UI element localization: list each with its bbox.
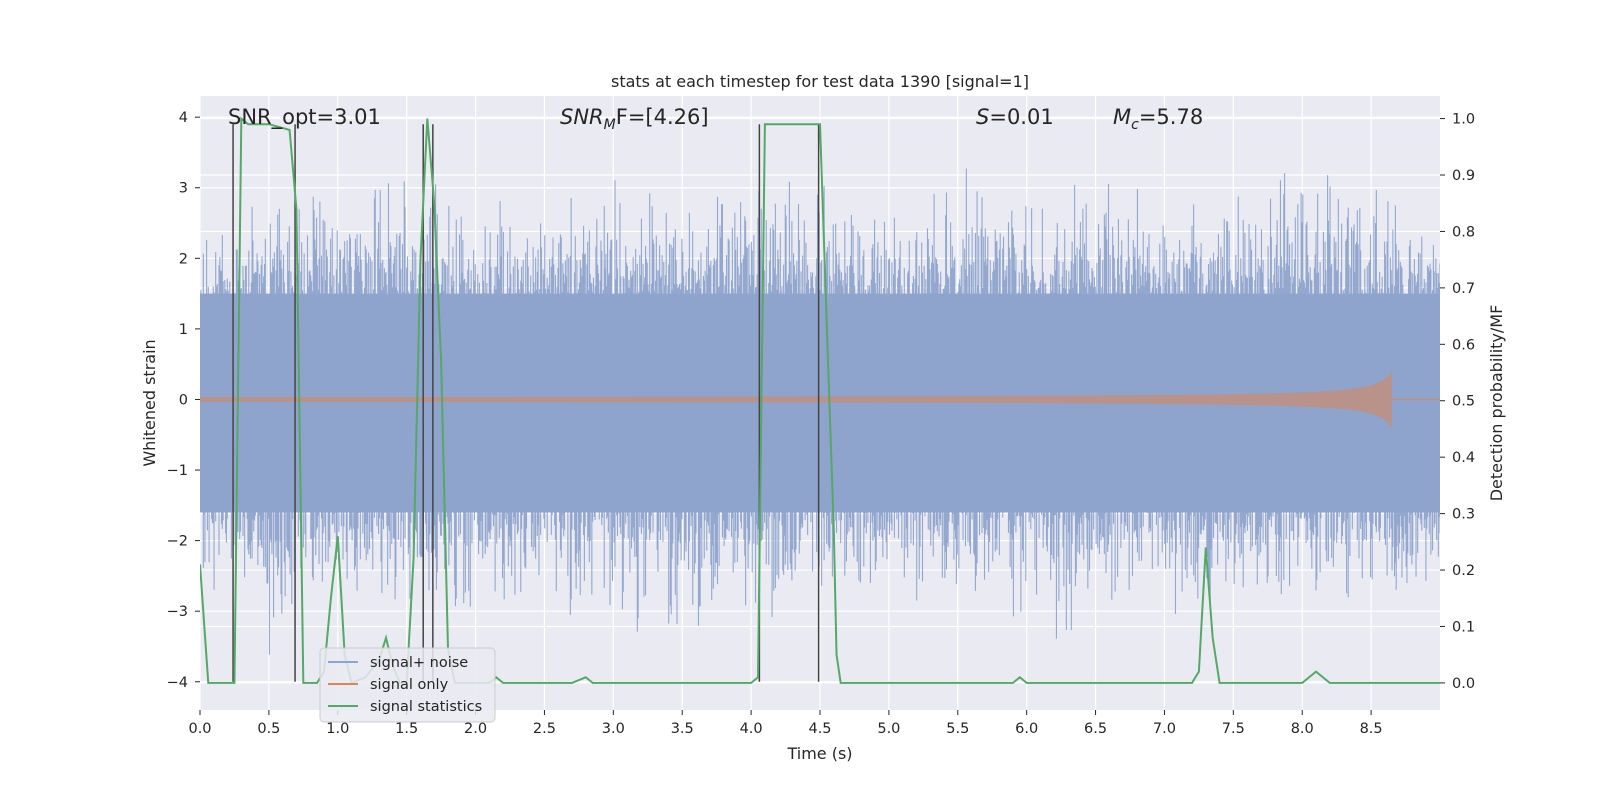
y-tick-label-left: 2 xyxy=(179,251,188,267)
y-tick-label-right: 0.2 xyxy=(1452,563,1475,579)
x-tick-label: 0.5 xyxy=(257,721,280,737)
y-tick-label-left: −3 xyxy=(167,604,188,620)
annotation-s-main: S xyxy=(976,105,989,129)
x-tick-label: 3.5 xyxy=(671,721,694,737)
y-tick-label-left: −4 xyxy=(167,675,188,691)
y-axis-right-label: Detection probability/MF xyxy=(1487,305,1506,502)
y-tick-label-right: 1.0 xyxy=(1452,112,1475,128)
x-tick-label: 2.0 xyxy=(464,721,487,737)
legend-label-signal: signal only xyxy=(370,677,449,693)
stats-series xyxy=(200,116,1440,685)
annotation-s-tail: =0.01 xyxy=(989,105,1053,129)
x-tick-label: 8.0 xyxy=(1291,721,1314,737)
noise-trace xyxy=(200,168,1440,655)
y-tick-label-right: 0.3 xyxy=(1452,507,1475,523)
y-tick-label-left: −1 xyxy=(167,463,188,479)
annotation-mc: Mc=5.78 xyxy=(1113,105,1203,133)
x-tick-label: 8.5 xyxy=(1360,721,1383,737)
y-tick-label-right: 0.5 xyxy=(1452,394,1475,410)
x-tick-label: 6.0 xyxy=(1015,721,1038,737)
y-tick-label-right: 0.6 xyxy=(1452,337,1475,353)
y-tick-label-right: 0.1 xyxy=(1452,619,1475,635)
y-tick-label-left: 1 xyxy=(179,322,188,338)
x-tick-label: 7.0 xyxy=(1153,721,1176,737)
x-tick-label: 1.0 xyxy=(326,721,349,737)
x-tick-label: 5.5 xyxy=(946,721,969,737)
y-axis-left-ticks: 4 3 2 1 0 −1 −2 −3 −4 xyxy=(167,110,200,691)
x-tick-label: 6.5 xyxy=(1084,721,1107,737)
x-tick-label: 1.5 xyxy=(395,721,418,737)
x-tick-label: 3.0 xyxy=(602,721,625,737)
legend: signal+ noise signal only signal statist… xyxy=(319,647,496,723)
y-tick-label-left: 0 xyxy=(179,392,188,408)
signal-series xyxy=(200,371,1440,428)
annotation-snr-opt: SNR_opt=3.01 xyxy=(228,105,381,130)
x-tick-label: 4.0 xyxy=(740,721,763,737)
y-tick-label-left: −2 xyxy=(167,534,188,550)
y-axis-right-ticks: 1.0 0.9 0.8 0.7 0.6 0.5 0.4 0.3 0.2 0.1 0.0 xyxy=(1440,112,1475,692)
annotation-snr-mf-tail: F=[4.26] xyxy=(616,105,709,129)
signal-chirp xyxy=(200,371,1392,428)
y-axis-left-label: Whitened strain xyxy=(140,339,159,466)
legend-label-stats: signal statistics xyxy=(370,699,482,715)
plot-content xyxy=(200,116,1440,685)
annotation-s: S=0.01 xyxy=(976,105,1054,129)
annotation-mc-main: M xyxy=(1113,105,1131,129)
x-tick-label: 5.0 xyxy=(877,721,900,737)
x-axis-label: Time (s) xyxy=(786,744,852,763)
y-tick-label-right: 0.7 xyxy=(1452,281,1475,297)
legend-label-noise: signal+ noise xyxy=(370,655,468,671)
annotation-snr-mf-sub: M xyxy=(604,117,616,133)
y-tick-label-right: 0.9 xyxy=(1452,168,1475,184)
y-tick-label-right: 0.0 xyxy=(1452,676,1475,692)
x-tick-label: 2.5 xyxy=(533,721,556,737)
annotation-mc-tail: =5.78 xyxy=(1139,105,1203,129)
x-tick-label: 4.5 xyxy=(808,721,831,737)
stats-line xyxy=(200,116,1440,685)
legend-frame xyxy=(319,647,496,723)
x-tick-label: 0.0 xyxy=(188,721,211,737)
y-tick-label-right: 0.8 xyxy=(1452,224,1475,240)
y-tick-label-left: 3 xyxy=(179,181,188,197)
y-tick-label-left: 4 xyxy=(179,110,188,126)
chart-title: stats at each timestep for test data 139… xyxy=(611,72,1029,91)
annotation-mc-sub: c xyxy=(1131,117,1139,133)
x-tick-label: 7.5 xyxy=(1222,721,1245,737)
x-axis-ticks: 0.0 0.5 1.0 1.5 2.0 2.5 3.0 3.5 4.0 4.5 5.0 5.5 6.0 6… xyxy=(188,710,1383,737)
annotation-snr-mf-main: SNR xyxy=(560,105,604,129)
y-tick-label-right: 0.4 xyxy=(1452,450,1475,466)
annotation-snr-mf: SNRMF=[4.26] xyxy=(560,105,709,133)
